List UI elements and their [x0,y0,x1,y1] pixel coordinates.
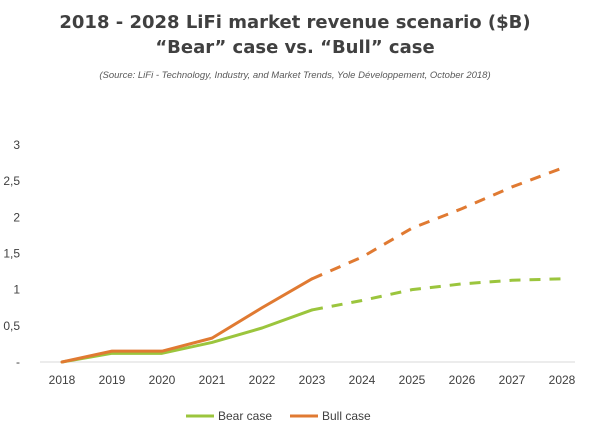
legend-label-bull-case: Bull case [322,409,371,423]
x-tick-label: 2028 [549,373,576,387]
series-line-bull-case-projection [311,166,563,281]
x-tick-label: 2019 [99,373,126,387]
y-tick-label: 0,5 [3,319,20,333]
chart-title-line-2: “Bear” case vs. “Bull” case [155,37,435,58]
y-tick-label: 2 [13,210,20,224]
y-tick-label: - [16,355,20,369]
series-line-bear-case-projection [311,277,563,312]
x-tick-label: 2021 [199,373,226,387]
y-tick-label: 1 [13,283,20,297]
chart-source-note: (Source: LiFi - Technology, Industry, an… [99,70,491,81]
x-tick-label: 2018 [49,373,76,387]
x-tick-label: 2020 [149,373,176,387]
y-tick-label: 3 [13,138,20,152]
x-tick-label: 2026 [449,373,476,387]
x-tick-label: 2024 [349,373,376,387]
x-tick-label: 2022 [249,373,276,387]
x-tick-label: 2023 [299,373,326,387]
x-tick-label: 2025 [399,373,426,387]
y-tick-label: 2,5 [3,174,20,188]
x-tick-label: 2027 [499,373,526,387]
series-line-bear-case-actual [60,308,314,364]
y-tick-label: 1,5 [3,247,20,261]
legend-label-bear-case: Bear case [218,409,272,423]
chart-header: 2018 - 2028 LiFi market revenue scenario… [0,10,590,81]
series-line-bull-case-actual [60,277,314,364]
chart-title-line-1: 2018 - 2028 LiFi market revenue scenario… [59,12,531,33]
